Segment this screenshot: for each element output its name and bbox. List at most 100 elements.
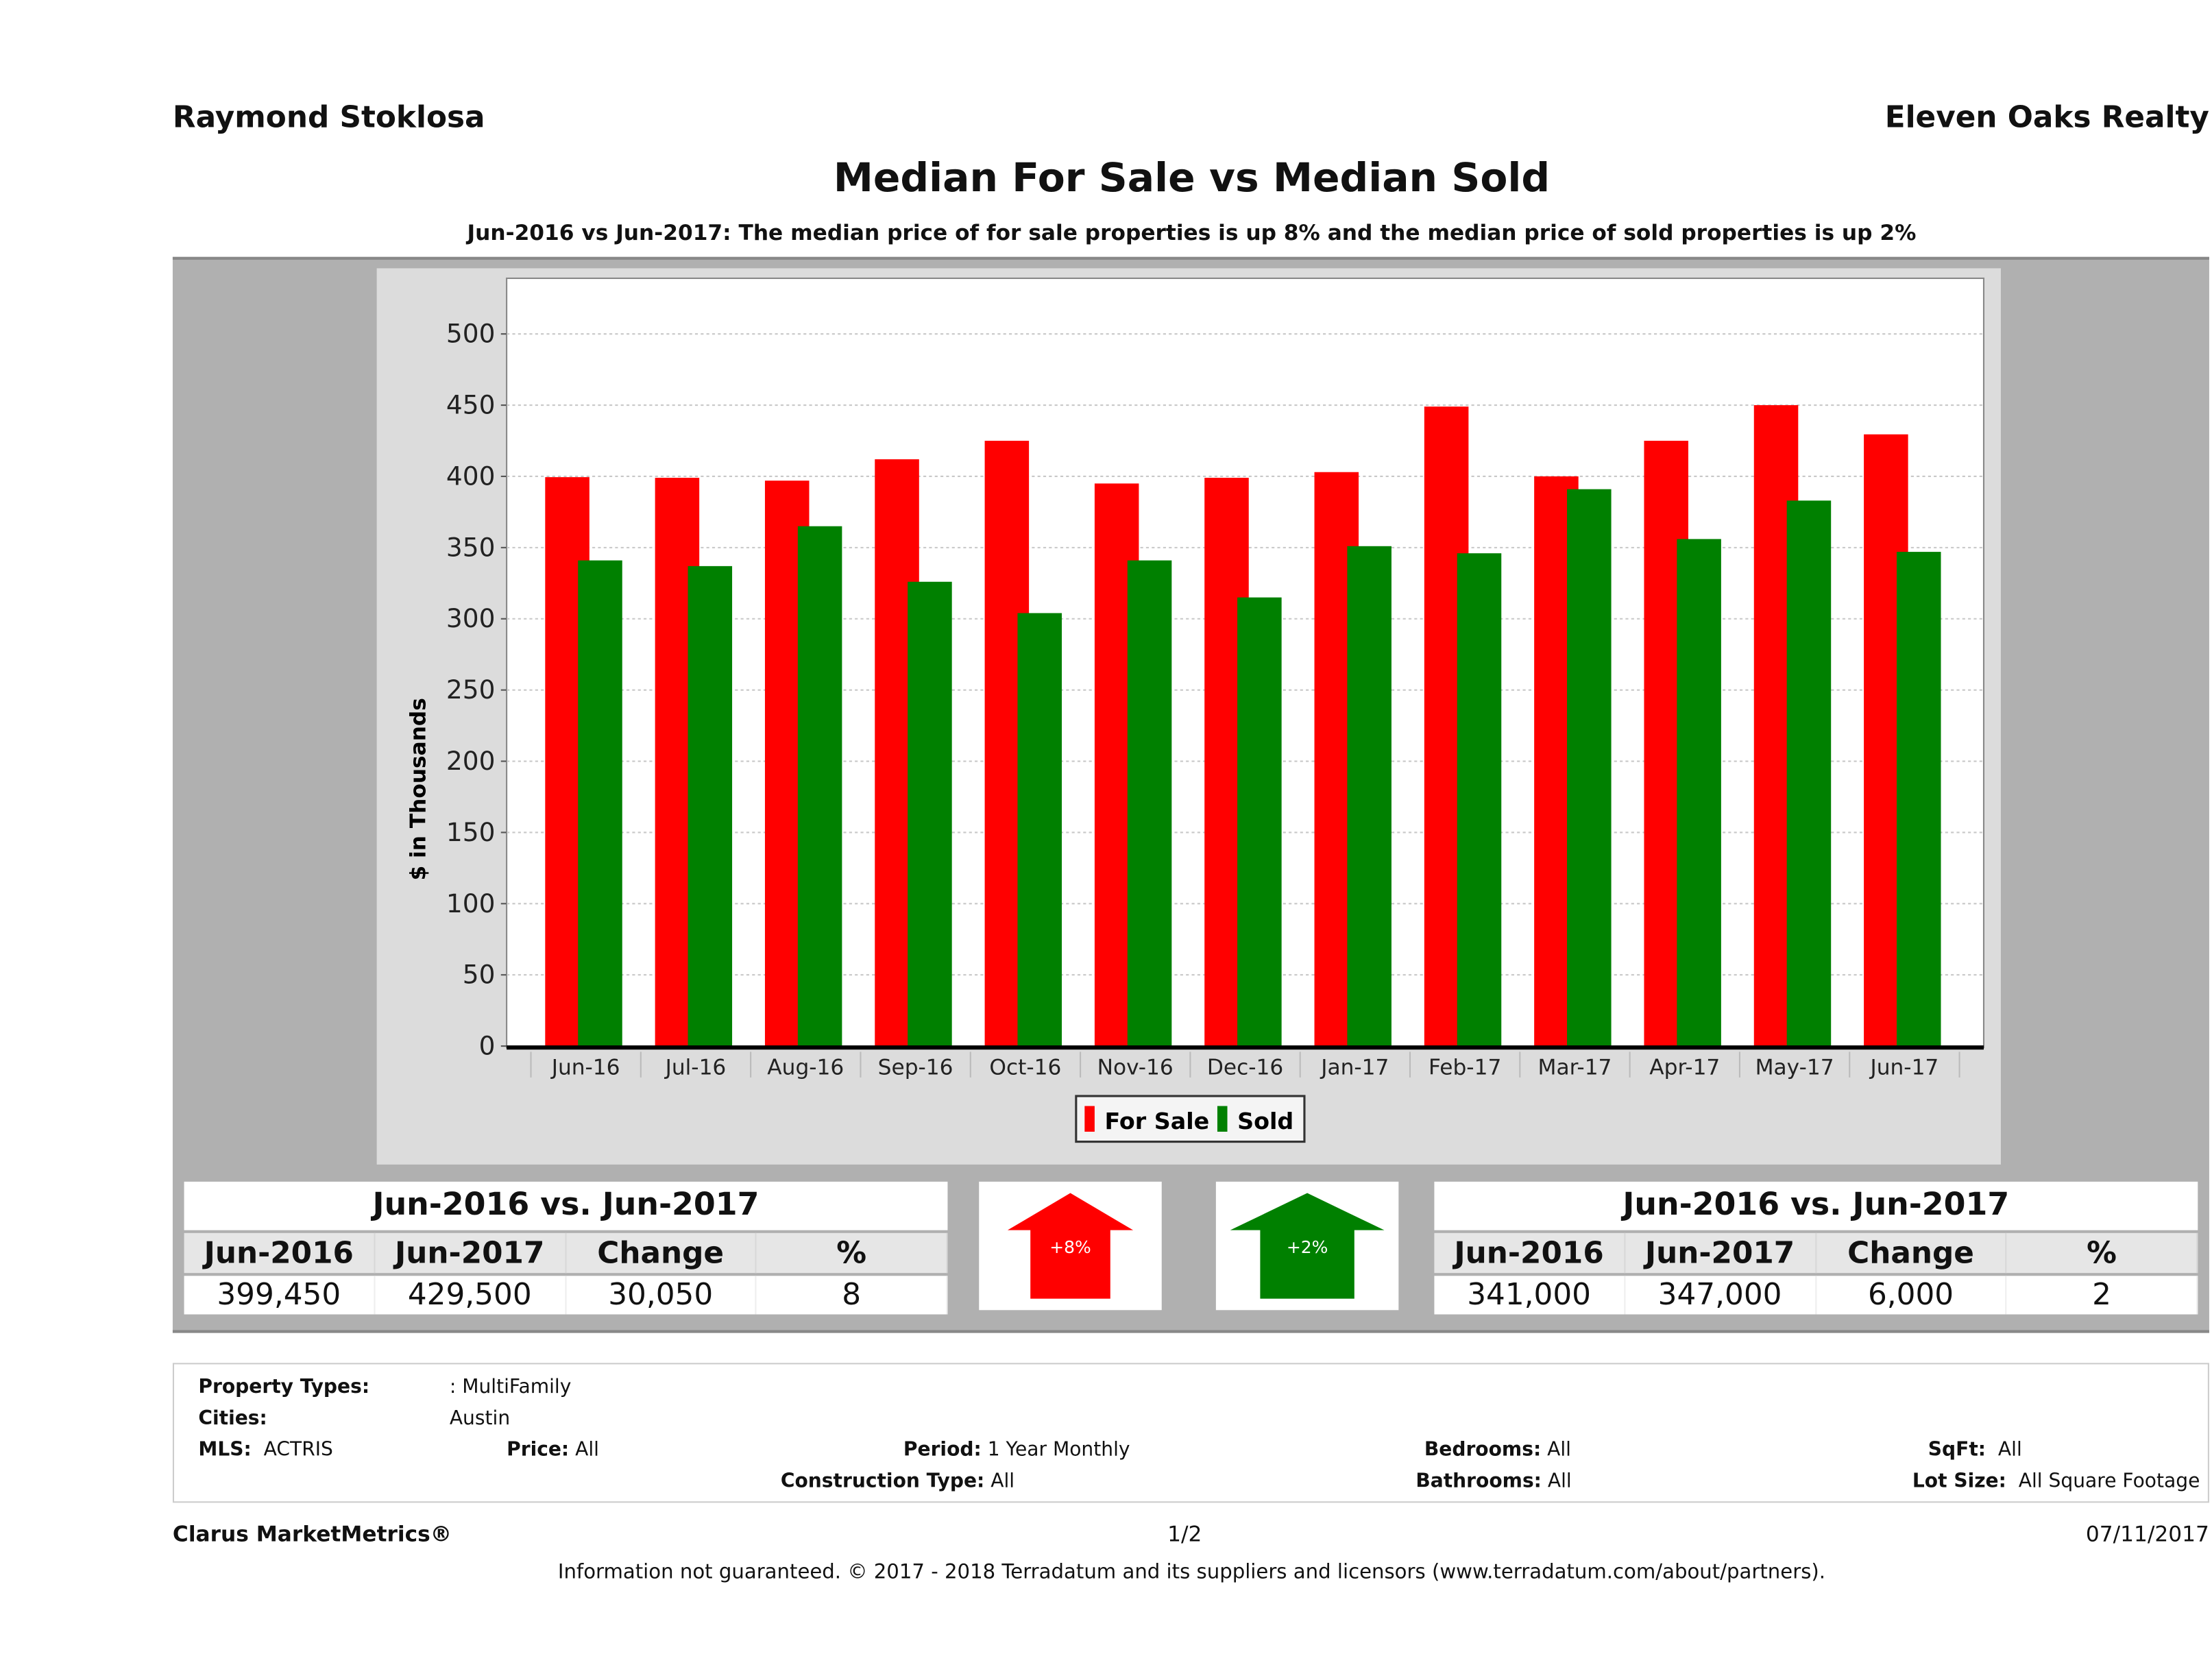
y-tick-label: 200 — [446, 746, 496, 776]
lot-size-label: Lot Size: — [1912, 1470, 2006, 1493]
up-arrow-icon — [1230, 1193, 1385, 1299]
bedrooms-label: Bedrooms: — [1424, 1438, 1542, 1461]
bar-sold — [908, 581, 952, 1047]
for-sale-stats-table: Jun-2016 vs. Jun-2017 Jun-2016 Jun-2017 … — [184, 1181, 948, 1315]
y-tick-label: 150 — [446, 817, 496, 847]
property-types-value: : MultiFamily — [449, 1376, 572, 1399]
sold-arrow-label: +2% — [1287, 1237, 1328, 1257]
bar-sold — [688, 566, 733, 1047]
bar-sold — [1237, 597, 1282, 1047]
bar-chart: 0 50 100 150 200 250 300 350 400 450 500 Jun-16 Jul… — [406, 277, 1985, 1143]
sold-value-percent: 2 — [2007, 1276, 2198, 1315]
sold-header-percent: % — [2007, 1232, 2198, 1274]
mls-label: MLS: — [198, 1438, 252, 1461]
y-tick-label: 500 — [446, 319, 496, 349]
report-filters: Property Types: : MultiFamily Cities: Au… — [172, 1363, 2209, 1503]
y-tick-label: 100 — [446, 888, 496, 919]
x-tick-label: Dec-16 — [1207, 1056, 1283, 1080]
for-sale-header-start: Jun-2016 — [184, 1232, 376, 1274]
sold-stats-table: Jun-2016 vs. Jun-2017 Jun-2016 Jun-2017 … — [1434, 1181, 2198, 1315]
for-sale-value-change: 30,050 — [566, 1276, 757, 1315]
for-sale-change-arrow: +8% — [979, 1181, 1162, 1311]
for-sale-value-end: 429,500 — [375, 1276, 566, 1315]
legend-swatch-sold — [1217, 1106, 1228, 1132]
bar-sold — [1567, 489, 1612, 1047]
sqft-label: SqFt: — [1928, 1438, 1986, 1461]
mls-value: ACTRIS — [263, 1438, 333, 1461]
up-arrow-icon — [1007, 1193, 1134, 1299]
x-tick-label: Aug-16 — [767, 1056, 844, 1080]
for-sale-stats-title: Jun-2016 vs. Jun-2017 — [184, 1181, 948, 1230]
bathrooms-label: Bathrooms: — [1415, 1470, 1542, 1493]
bar-sold — [1347, 546, 1391, 1047]
y-tick-label: 250 — [446, 674, 496, 705]
price-label: Price: — [507, 1438, 570, 1461]
y-tick-label: 400 — [446, 461, 496, 491]
period-value: 1 Year Monthly — [987, 1438, 1130, 1461]
period-label: Period: — [903, 1438, 982, 1461]
x-tick-label: Sep-16 — [878, 1056, 953, 1080]
construction-type-value: All — [990, 1470, 1015, 1493]
for-sale-header-end: Jun-2017 — [375, 1232, 566, 1274]
sold-header-start: Jun-2016 — [1434, 1232, 1625, 1274]
bar-sold — [797, 526, 842, 1047]
property-types-label: Property Types: — [198, 1376, 370, 1399]
sold-value-start: 341,000 — [1434, 1276, 1625, 1315]
lot-size-value: All Square Footage — [2018, 1470, 2200, 1493]
sold-header-end: Jun-2017 — [1625, 1232, 1816, 1274]
x-tick-label: Nov-16 — [1097, 1056, 1174, 1080]
x-tick-label: Mar-17 — [1538, 1056, 1612, 1080]
for-sale-value-start: 399,450 — [184, 1276, 376, 1315]
for-sale-header-change: Change — [566, 1232, 757, 1274]
brokerage-name: Eleven Oaks Realty — [1884, 99, 2209, 134]
for-sale-value-percent: 8 — [757, 1276, 948, 1315]
legend: For Sale Sold — [1075, 1095, 1306, 1143]
sqft-value: All — [1997, 1438, 2022, 1461]
bar-sold — [1457, 553, 1502, 1047]
disclaimer: Information not guaranteed. © 2017 - 201… — [557, 1561, 1826, 1585]
report-subtitle: Jun-2016 vs Jun-2017: The median price o… — [467, 219, 1917, 246]
y-tick-label: 350 — [446, 532, 496, 562]
agent-name: Raymond Stoklosa — [172, 99, 485, 134]
bar-sold — [1127, 560, 1172, 1047]
for-sale-arrow-label: +8% — [1049, 1237, 1091, 1257]
sold-value-change: 6,000 — [1816, 1276, 2007, 1315]
bar-sold — [1786, 500, 1832, 1047]
report-date: 07/11/2017 — [2085, 1521, 2209, 1547]
bathrooms-value: All — [1547, 1470, 1572, 1493]
legend-label-for-sale: For Sale — [1104, 1108, 1209, 1134]
report-title: Median For Sale vs Median Sold — [833, 154, 1551, 202]
bar-sold — [1896, 552, 1941, 1047]
product-name: Clarus MarketMetrics® — [172, 1521, 452, 1547]
y-axis-label: $ in Thousands — [406, 698, 430, 880]
legend-swatch-for-sale — [1084, 1106, 1095, 1132]
sold-change-arrow: +2% — [1215, 1181, 1399, 1311]
y-tick-label: 300 — [446, 603, 496, 633]
x-tick-label: Apr-17 — [1649, 1056, 1720, 1080]
x-tick-label: Feb-17 — [1429, 1056, 1501, 1080]
bedrooms-value: All — [1547, 1438, 1572, 1461]
y-tick-label: 450 — [446, 390, 496, 420]
price-value: All — [575, 1438, 600, 1461]
chart-container: 0 50 100 150 200 250 300 350 400 450 500 Jun-16 Jul… — [376, 268, 2001, 1165]
x-tick-label: Jan-17 — [1320, 1056, 1389, 1080]
bar-sold — [1017, 613, 1062, 1047]
x-tick-label: Oct-16 — [989, 1056, 1061, 1080]
x-tick-label: May-17 — [1755, 1056, 1834, 1080]
bar-sold — [1677, 539, 1721, 1047]
cities-label: Cities: — [198, 1407, 267, 1431]
bar-sold — [578, 560, 622, 1047]
page-number: 1/2 — [1167, 1521, 1202, 1547]
y-tick-label: 50 — [463, 960, 496, 990]
y-tick-label: 0 — [479, 1031, 496, 1061]
x-tick-label: Jun-16 — [550, 1056, 620, 1080]
sold-stats-title: Jun-2016 vs. Jun-2017 — [1434, 1181, 2198, 1230]
sold-value-end: 347,000 — [1625, 1276, 1816, 1315]
cities-value: Austin — [449, 1407, 511, 1431]
sold-header-change: Change — [1816, 1232, 2007, 1274]
for-sale-header-percent: % — [757, 1232, 948, 1274]
x-tick-label: Jul-16 — [664, 1056, 727, 1080]
construction-type-label: Construction Type: — [780, 1470, 985, 1493]
x-tick-label: Jun-17 — [1869, 1056, 1939, 1080]
